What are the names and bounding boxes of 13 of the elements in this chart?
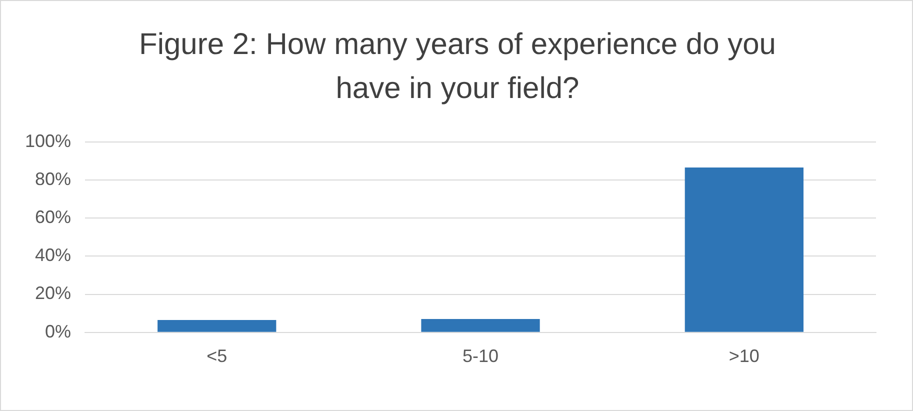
y-tick-label: 60% xyxy=(35,207,72,228)
bar xyxy=(421,319,540,332)
x-tick-label: >10 xyxy=(728,346,760,366)
y-tick-label: 80% xyxy=(35,168,72,189)
x-tick-label: 5-10 xyxy=(462,346,499,366)
y-tick-label: 20% xyxy=(35,283,72,304)
y-tick-label: 100% xyxy=(24,130,72,151)
bar xyxy=(158,320,276,332)
y-tick-label: 0% xyxy=(45,321,72,342)
bar xyxy=(684,168,804,332)
y-tick-label: 40% xyxy=(35,245,72,266)
x-tick-label: <5 xyxy=(206,346,228,366)
chart-title: Figure 2: How many years of experience do you have in your field? xyxy=(138,27,777,107)
